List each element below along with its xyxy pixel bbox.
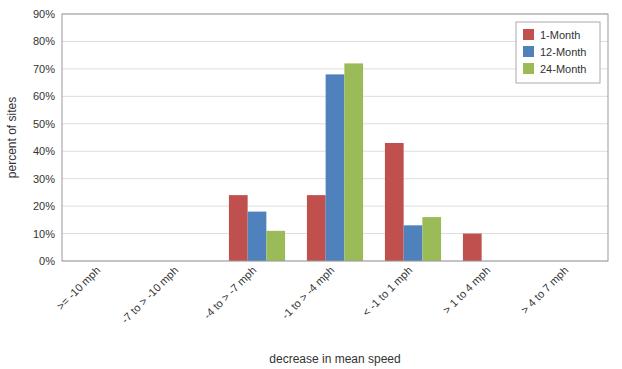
legend-label: 12-Month — [540, 46, 586, 58]
bar — [463, 234, 482, 261]
y-tick-label: 40% — [33, 145, 55, 157]
x-tick-label: > 1 to 4 mph — [440, 264, 492, 316]
y-tick-label: 70% — [33, 63, 55, 75]
legend-box — [516, 22, 600, 83]
bar — [266, 231, 285, 261]
x-axis-label: decrease in mean speed — [269, 352, 400, 366]
plot-frame — [62, 14, 608, 261]
y-tick-label: 0% — [39, 255, 55, 267]
x-tick-label: >= -10 mph — [54, 264, 102, 312]
legend-swatch — [523, 63, 534, 74]
bar — [404, 225, 423, 261]
y-tick-label: 80% — [33, 35, 55, 47]
x-tick-label: -7 to > -10 mph — [119, 264, 180, 325]
x-tick-label: -4 to > -7 mph — [201, 264, 258, 321]
legend-label: 24-Month — [540, 63, 586, 75]
legend: 1-Month 12-Month 24-Month — [516, 22, 600, 83]
bar — [229, 195, 248, 261]
chart-container: 0%10%20%30%40%50%60%70%80%90%>= -10 mph-… — [0, 0, 622, 369]
y-axis-label: percent of sites — [5, 97, 19, 178]
bar — [385, 143, 404, 261]
legend-swatch — [523, 29, 534, 40]
y-tick-label: 10% — [33, 228, 55, 240]
x-tick-label: < -1 to 1 mph — [360, 264, 415, 319]
legend-swatch — [523, 46, 534, 57]
y-tick-label: 50% — [33, 118, 55, 130]
legend-label: 1-Month — [540, 29, 580, 41]
x-tick-label: -1 to > -4 mph — [279, 264, 336, 321]
y-tick-label: 30% — [33, 173, 55, 185]
y-tick-label: 60% — [33, 90, 55, 102]
bar — [248, 212, 267, 261]
y-tick-label: 90% — [33, 8, 55, 20]
grid — [62, 14, 608, 261]
chart: 0%10%20%30%40%50%60%70%80%90%>= -10 mph-… — [0, 0, 622, 369]
bars — [229, 63, 482, 261]
bar — [326, 74, 345, 261]
y-tick-label: 20% — [33, 200, 55, 212]
bar — [344, 63, 363, 261]
x-tick-label: > 4 to 7 mph — [518, 264, 570, 316]
bar — [422, 217, 441, 261]
bar — [307, 195, 326, 261]
